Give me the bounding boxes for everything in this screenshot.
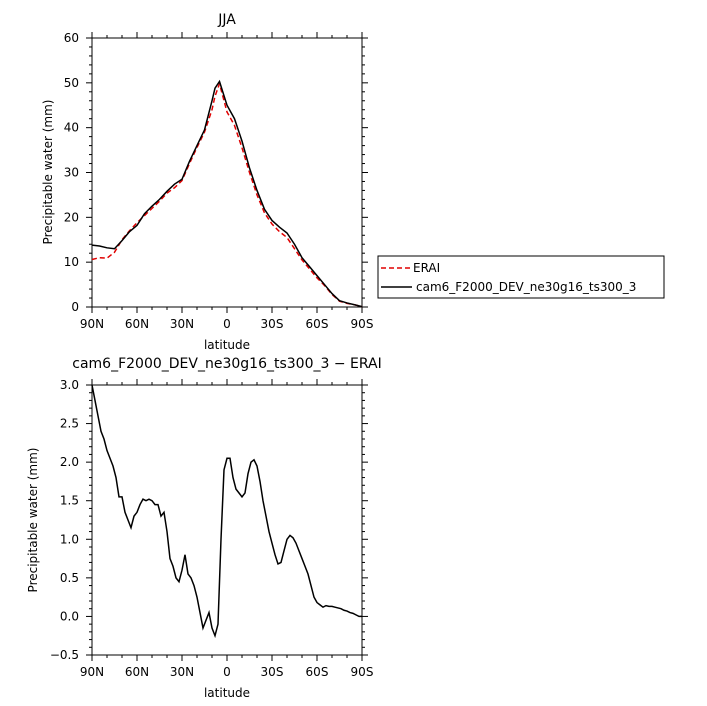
x-tick-label: 60N xyxy=(125,317,149,331)
y-tick-label: 1.5 xyxy=(60,494,79,508)
y-tick-label: 3.0 xyxy=(60,378,79,392)
x-tick-label: 30S xyxy=(261,665,284,679)
bottom-chart-title: cam6_F2000_DEV_ne30g16_ts300_3 − ERAI xyxy=(72,356,381,372)
x-tick-label: 30S xyxy=(261,317,284,331)
x-tick-label: 90S xyxy=(351,317,374,331)
x-tick-label: 90N xyxy=(80,665,104,679)
x-tick-label: 60S xyxy=(306,665,329,679)
legend-label-erai: ERAI xyxy=(413,261,440,275)
x-tick-label: 60N xyxy=(125,665,149,679)
y-tick-label: 0 xyxy=(71,300,79,314)
x-tick-label: 90N xyxy=(80,317,104,331)
bottom-panel: cam6_F2000_DEV_ne30g16_ts300_3 − ERAI 90… xyxy=(26,356,382,700)
top-chart-title: JJA xyxy=(217,12,236,28)
y-tick-label: 0.5 xyxy=(60,571,79,585)
top-panel: JJA 90N 60N 30N 0 30S 60S 90S 0 10 20 30 40 50 60 lat… xyxy=(41,12,373,352)
series-line-0 xyxy=(91,81,363,308)
bottom-x-axis-label: latitude xyxy=(204,686,250,700)
y-tick-label: 30 xyxy=(64,166,79,180)
y-tick-label: 10 xyxy=(64,255,79,269)
legend: ERAI cam6_F2000_DEV_ne30g16_ts300_3 xyxy=(377,255,665,299)
series-line-0 xyxy=(91,384,362,639)
bottom-y-axis-label: Precipitable water (mm) xyxy=(26,448,40,593)
x-tick-label: 90S xyxy=(351,665,374,679)
y-tick-label: 60 xyxy=(64,31,79,45)
y-tick-label: 0.0 xyxy=(60,609,79,623)
x-tick-label: 30N xyxy=(170,317,194,331)
legend-box xyxy=(377,255,665,299)
x-tick-label: 0 xyxy=(223,317,231,331)
x-tick-label: 30N xyxy=(170,665,194,679)
y-tick-label: 50 xyxy=(64,76,79,90)
y-tick-label: 40 xyxy=(64,121,79,135)
series-line-1 xyxy=(91,79,363,308)
x-tick-label: 0 xyxy=(223,665,231,679)
top-y-axis-label: Precipitable water (mm) xyxy=(41,100,55,245)
y-tick-label: 1.0 xyxy=(60,532,79,546)
top-plot-frame xyxy=(91,37,363,308)
legend-label-cam6: cam6_F2000_DEV_ne30g16_ts300_3 xyxy=(416,280,636,294)
top-series-group xyxy=(91,79,363,308)
y-tick-label: 2.0 xyxy=(60,455,79,469)
x-tick-label: 60S xyxy=(306,317,329,331)
y-tick-label: 2.5 xyxy=(60,417,79,431)
top-x-axis-label: latitude xyxy=(204,338,250,352)
top-axis-ticks: 90N 60N 30N 0 30S 60S 90S 0 10 20 30 40 50 60 xyxy=(64,31,374,331)
bottom-series-group xyxy=(91,384,362,639)
bottom-axis-ticks: 90N 60N 30N 0 30S 60S 90S −0.5 0.0 0.5 1.0 1.5 2.0 2.… xyxy=(50,378,374,679)
y-tick-label: 20 xyxy=(64,210,79,224)
y-tick-label: −0.5 xyxy=(50,648,79,662)
